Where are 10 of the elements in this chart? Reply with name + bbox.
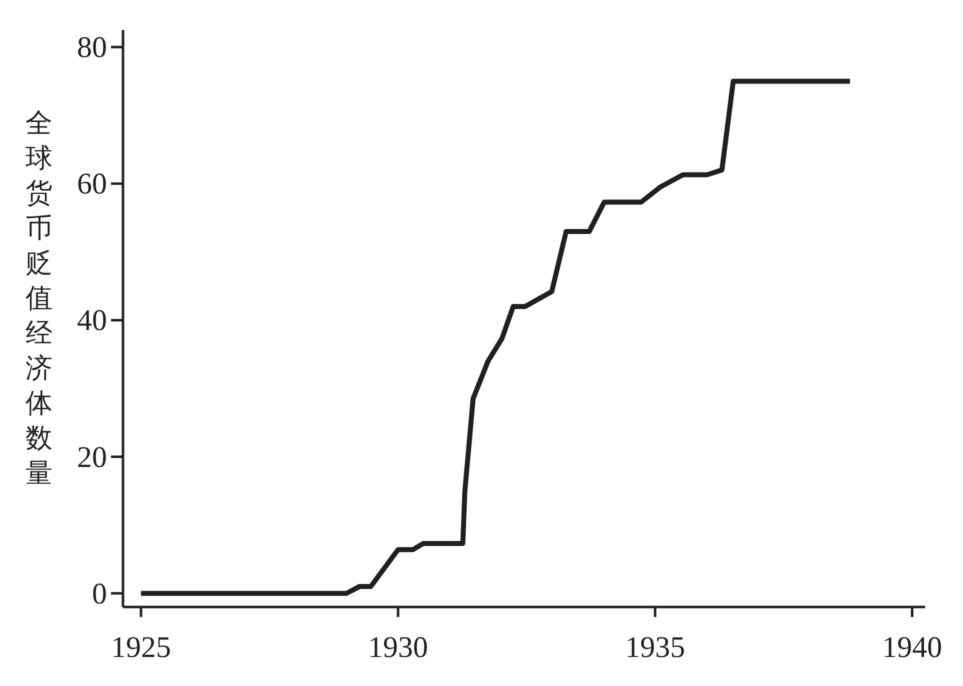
y-tick-label: 60 xyxy=(77,168,107,201)
x-tick-label: 1930 xyxy=(368,631,428,664)
y-tick-label: 0 xyxy=(92,577,107,610)
x-tick-label: 1935 xyxy=(625,631,686,664)
text: 全球货币贬值经济体数量 xyxy=(26,108,52,489)
y-tick-label: 20 xyxy=(77,440,107,474)
y-tick-label: 40 xyxy=(77,304,107,338)
x-tick-label: 1925 xyxy=(110,631,171,664)
y-tick-label: 80 xyxy=(77,31,107,64)
x-tick-label: 1940 xyxy=(882,631,942,664)
